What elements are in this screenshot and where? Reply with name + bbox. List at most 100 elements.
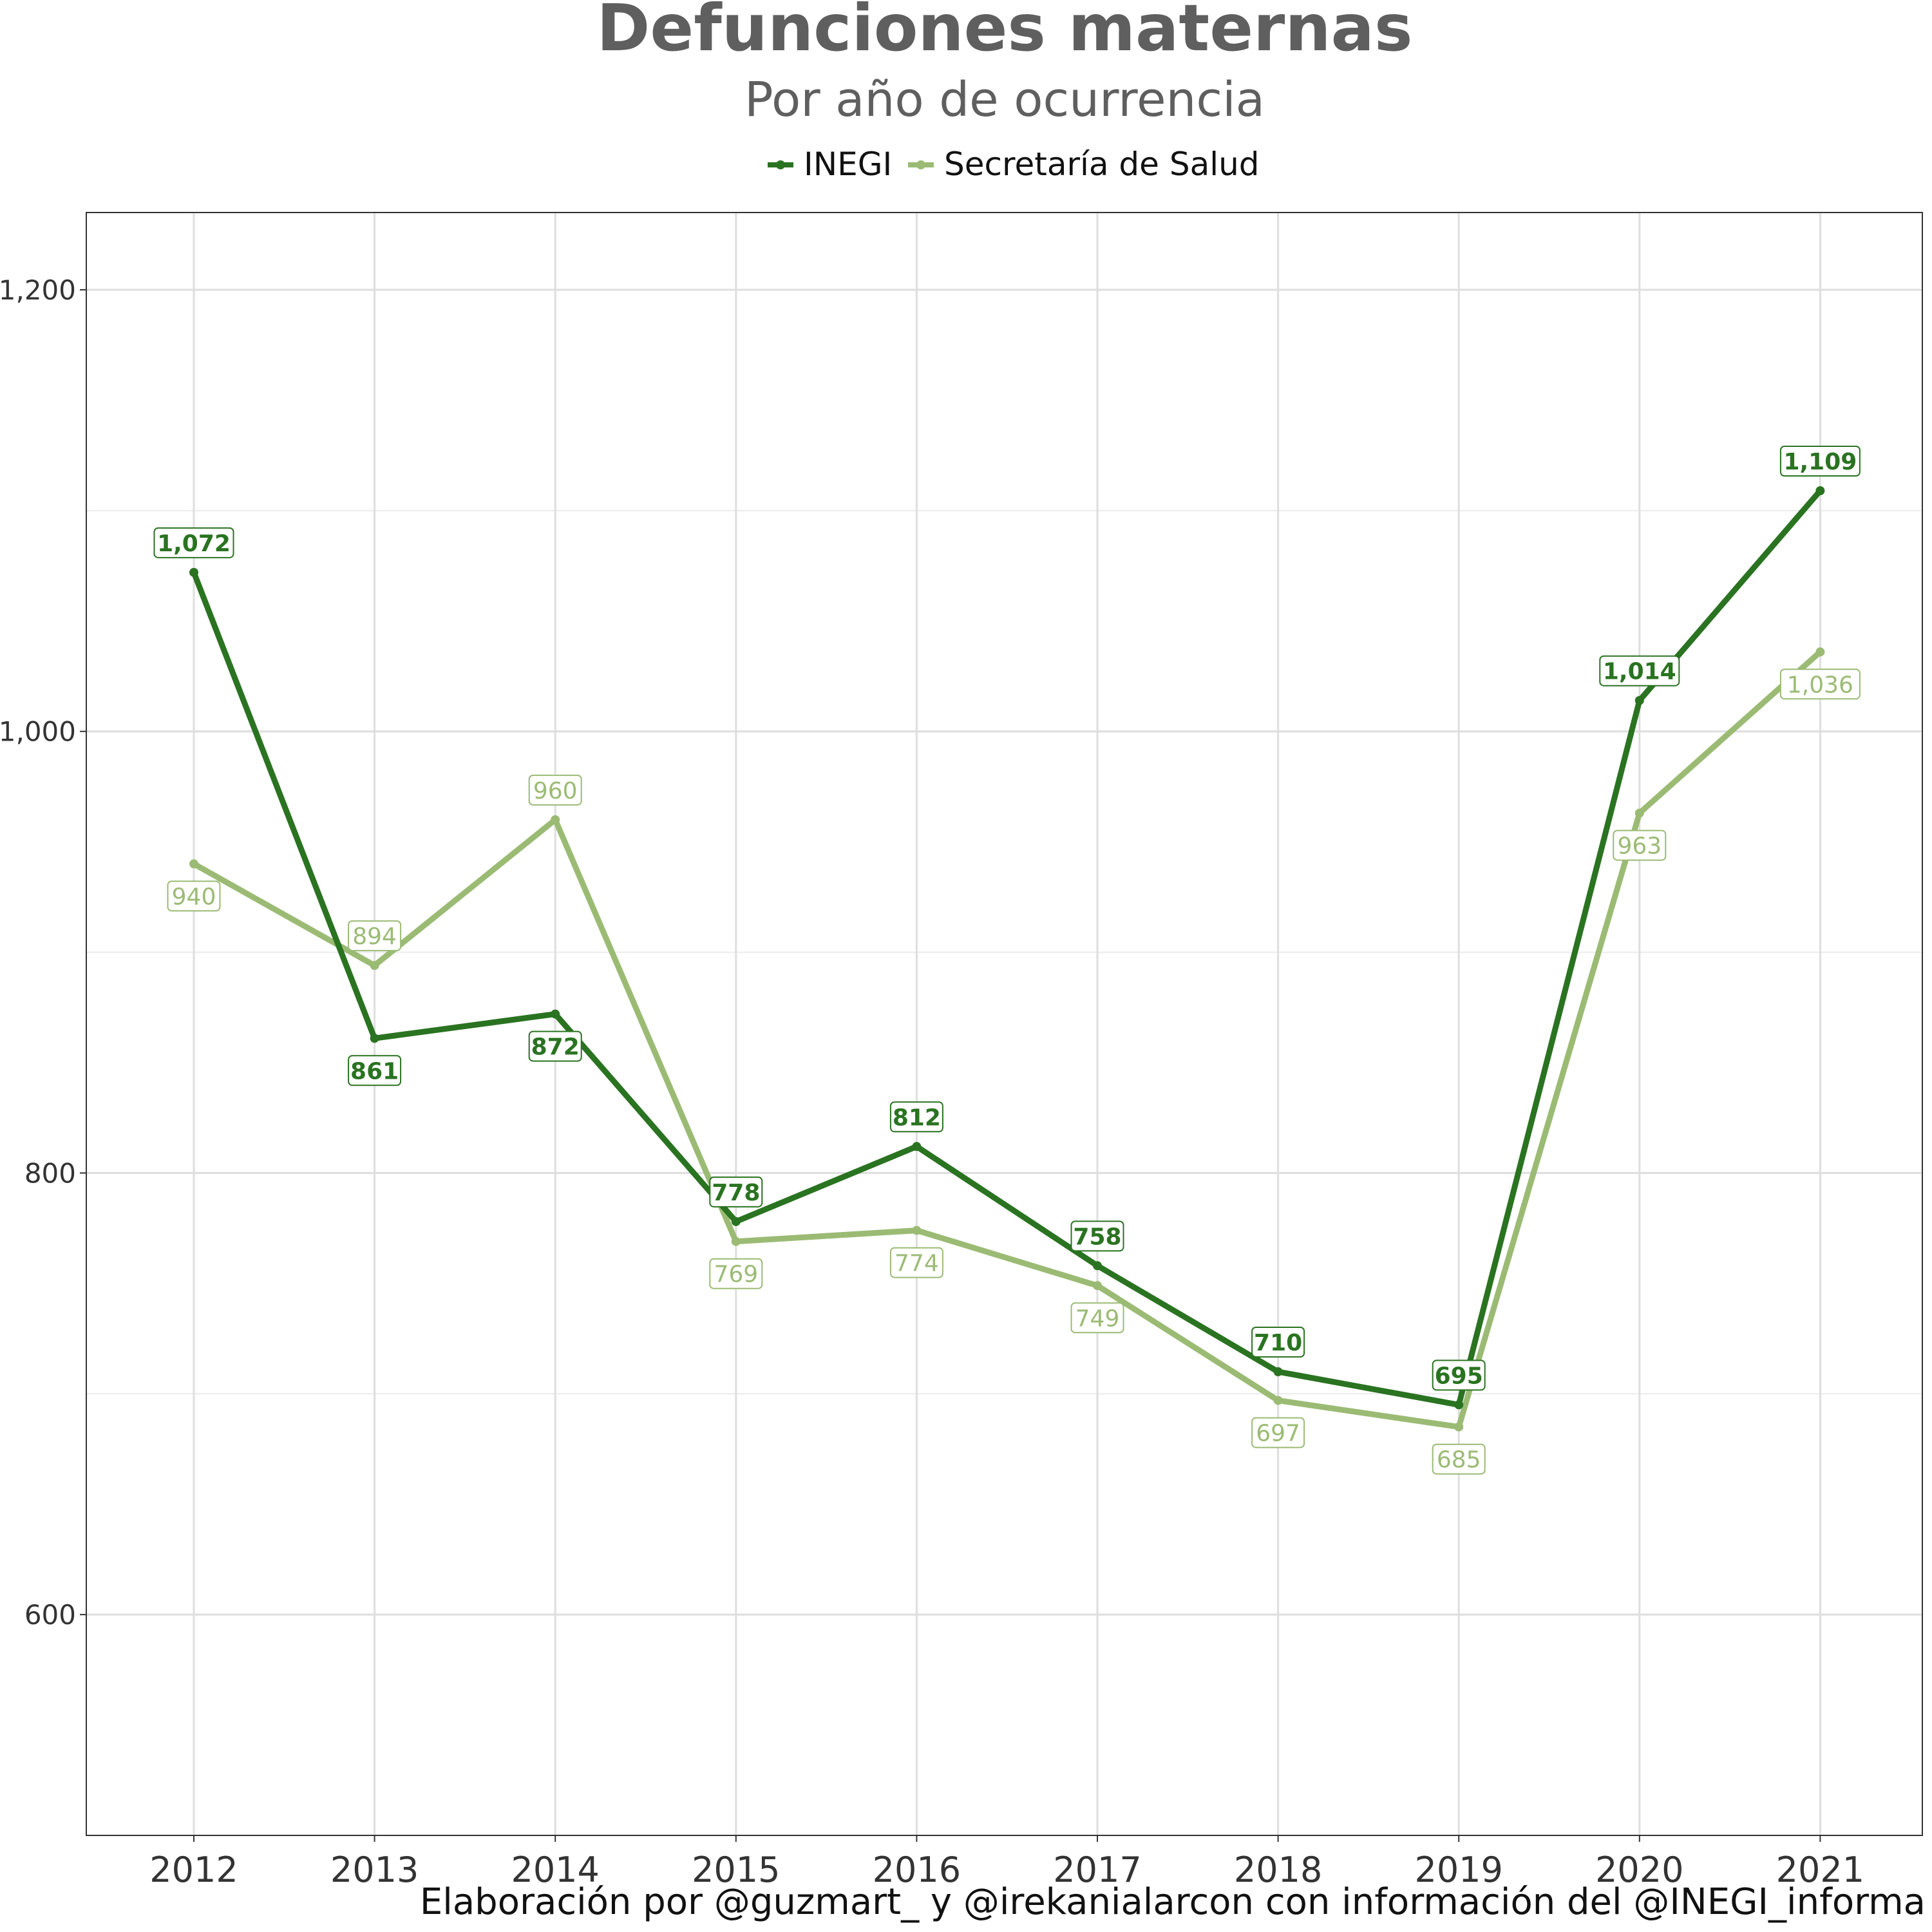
data-point xyxy=(1093,1281,1102,1291)
data-label-box xyxy=(153,527,234,558)
data-label-box xyxy=(528,774,582,806)
data-points xyxy=(189,486,1825,1432)
legend: INEGI Secretaría de Salud xyxy=(768,146,1260,183)
data-label-box xyxy=(348,1055,402,1086)
data-label: 861 xyxy=(348,1055,402,1086)
data-label-box xyxy=(1779,446,1861,477)
data-point xyxy=(1634,808,1644,818)
data-point xyxy=(1093,1261,1102,1271)
data-point xyxy=(731,1217,741,1226)
data-label: 1,109 xyxy=(1779,446,1861,477)
legend-key-inegi-point xyxy=(776,160,785,169)
data-label-text: 695 xyxy=(1435,1363,1483,1389)
data-label-text: 1,109 xyxy=(1783,449,1857,475)
data-label: 769 xyxy=(709,1258,763,1289)
data-label-box xyxy=(1251,1417,1305,1448)
data-label-text: 774 xyxy=(895,1251,939,1277)
data-label-box xyxy=(889,1247,943,1278)
data-label: 1,014 xyxy=(1599,655,1680,687)
x-tick-label: 2015 xyxy=(692,1850,780,1890)
data-label: 894 xyxy=(348,920,402,952)
y-tick-label: 1,200 xyxy=(0,274,76,306)
data-point xyxy=(731,1236,741,1246)
x-tick-label: 2013 xyxy=(330,1850,419,1890)
data-label: 710 xyxy=(1251,1327,1305,1358)
data-label: 872 xyxy=(528,1030,582,1062)
plot-panel xyxy=(86,212,1923,1836)
data-label-text: 812 xyxy=(893,1104,941,1131)
data-label-text: 1,036 xyxy=(1787,672,1853,698)
data-label-box xyxy=(1432,1443,1486,1475)
data-label-text: 749 xyxy=(1075,1305,1120,1332)
x-tick-label: 2014 xyxy=(511,1850,599,1890)
series-lines xyxy=(191,488,1823,1430)
data-label: 812 xyxy=(889,1101,943,1133)
data-label-text: 710 xyxy=(1254,1330,1302,1356)
data-label-box xyxy=(709,1258,763,1289)
data-point xyxy=(1634,696,1644,705)
data-label-box xyxy=(889,1101,943,1133)
data-point xyxy=(912,1142,922,1151)
data-point xyxy=(1815,647,1825,657)
data-point xyxy=(1454,1422,1464,1432)
legend-label-inegi: INEGI xyxy=(804,146,892,183)
y-tick-label: 600 xyxy=(24,1599,76,1631)
data-point xyxy=(551,1009,560,1019)
data-label: 778 xyxy=(709,1176,763,1208)
data-label-box xyxy=(1251,1327,1305,1358)
data-label-box xyxy=(1432,1359,1486,1391)
data-label-box xyxy=(528,1030,582,1062)
data-label-box xyxy=(348,920,402,952)
data-label-box xyxy=(1070,1220,1124,1252)
data-label-text: 769 xyxy=(714,1262,758,1288)
data-label-box xyxy=(167,880,221,912)
data-label-text: 940 xyxy=(172,884,216,910)
data-label-text: 960 xyxy=(533,778,578,804)
data-labels: 1,072 861 872 778 812 758 710 695 1,014 1,109 940 8… xyxy=(153,446,1861,1475)
data-label-text: 1,014 xyxy=(1603,659,1676,685)
data-label-text: 778 xyxy=(712,1180,760,1206)
chart-caption: Elaboración por @guzmart_ y @irekanialar… xyxy=(420,1881,1926,1923)
data-label: 685 xyxy=(1432,1443,1486,1475)
data-label-box xyxy=(1070,1302,1124,1334)
chart-title: Defunciones maternas xyxy=(596,0,1412,66)
data-label: 697 xyxy=(1251,1417,1305,1448)
data-label: 774 xyxy=(889,1247,943,1278)
data-label-box xyxy=(1779,668,1861,700)
series-line-0 xyxy=(191,488,1823,1408)
chart-subtitle: Por año de ocurrencia xyxy=(744,72,1265,128)
x-tick-label: 2019 xyxy=(1414,1850,1502,1890)
data-label: 1,036 xyxy=(1779,668,1861,700)
data-label: 963 xyxy=(1613,829,1667,861)
y-tick-label: 1,000 xyxy=(0,716,76,748)
data-label-text: 1,072 xyxy=(157,531,231,557)
data-point xyxy=(189,859,198,869)
legend-label-secretaria: Secretaría de Salud xyxy=(944,146,1260,183)
gridlines xyxy=(86,213,1922,1836)
data-point xyxy=(370,961,379,971)
series-line-1 xyxy=(191,649,1823,1430)
data-label: 749 xyxy=(1070,1302,1124,1334)
data-label: 960 xyxy=(528,774,582,806)
legend-key-secretaria-point xyxy=(916,160,925,169)
data-label: 940 xyxy=(167,880,221,912)
data-point xyxy=(551,815,560,824)
data-point xyxy=(370,1034,379,1043)
x-tick-label: 2017 xyxy=(1053,1850,1141,1890)
data-point xyxy=(189,567,198,577)
x-tick-label: 2021 xyxy=(1776,1850,1864,1890)
data-label-text: 872 xyxy=(531,1034,580,1061)
y-tick-label: 800 xyxy=(24,1157,76,1189)
data-label-text: 861 xyxy=(350,1058,399,1084)
data-point xyxy=(1815,486,1825,495)
data-point xyxy=(1454,1400,1464,1410)
y-axis: 600 800 1,000 1,200 xyxy=(0,274,86,1631)
data-label-text: 758 xyxy=(1073,1224,1121,1250)
data-point xyxy=(912,1226,922,1235)
x-tick-label: 2016 xyxy=(873,1850,961,1890)
data-label: 1,072 xyxy=(153,527,234,558)
x-axis: 2012 2013 2014 2015 2016 2017 2018 2019 2020 2021 xyxy=(149,1835,1864,1890)
x-tick-label: 2012 xyxy=(149,1850,238,1890)
data-label-box xyxy=(709,1176,763,1208)
data-label-text: 894 xyxy=(352,923,397,950)
